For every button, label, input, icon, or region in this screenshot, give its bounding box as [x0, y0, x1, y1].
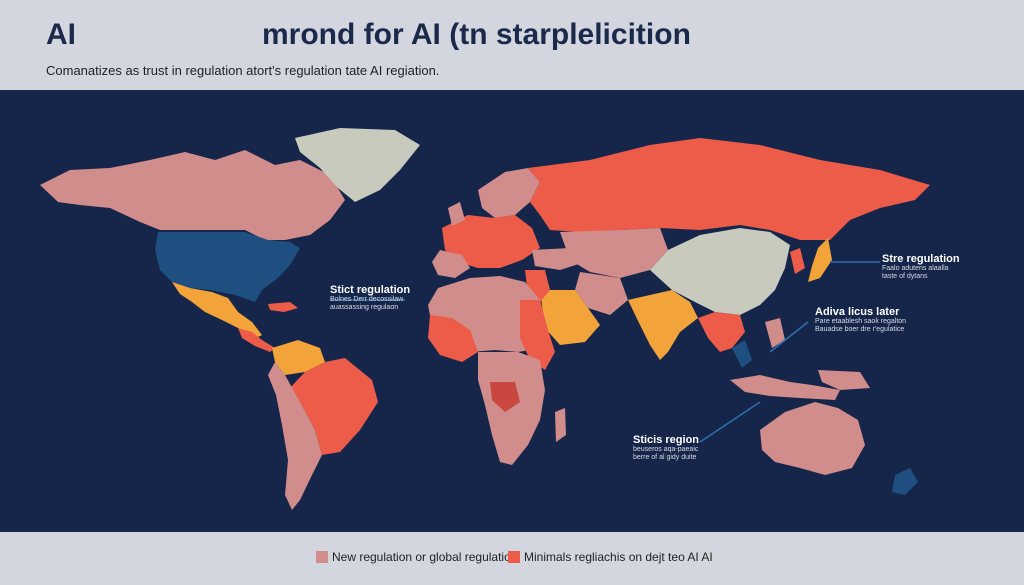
- region-uk: [448, 202, 465, 226]
- region-indochina: [732, 340, 752, 368]
- region-china: [650, 228, 790, 315]
- callout-line: berre of al gidy duite: [633, 454, 697, 461]
- legend-item-minimal-regulation: Minimals regliachis on dejt teo AI AI: [508, 550, 713, 564]
- page-title: mrond for AI (tn starplelicition: [262, 18, 691, 51]
- region-philippines: [765, 318, 785, 348]
- region-russia: [528, 138, 930, 240]
- region-greenland: [295, 128, 420, 202]
- callout-line: Bauadse boer dre r'egulatice: [815, 326, 905, 333]
- callout-heading: Stre regulation: [882, 253, 960, 265]
- region-western-europe: [442, 215, 540, 268]
- region-papua: [818, 370, 870, 390]
- legend-swatch: [508, 551, 520, 563]
- callout-heading: Sticis region: [633, 434, 700, 446]
- callout-heading: Adiva licus later: [815, 306, 900, 318]
- callout-se-asia: Adiva licus later Pare etaablesh saok re…: [815, 306, 906, 334]
- region-madagascar: [555, 408, 566, 442]
- region-west-africa: [428, 315, 478, 362]
- region-india: [628, 290, 698, 360]
- callout-line: Faalo adutens alaalla: [882, 265, 949, 272]
- legend-label: Minimals regliachis on dejt teo AI AI: [524, 550, 713, 564]
- region-japan: [808, 238, 832, 282]
- region-scandinavia: [478, 168, 540, 218]
- region-east-africa: [520, 300, 555, 370]
- page-subtitle: Comanatizes as trust in regulation atort…: [46, 63, 440, 78]
- region-brazil: [288, 358, 378, 455]
- region-canada: [40, 150, 345, 240]
- region-caribbean: [268, 302, 298, 312]
- world-map-svg: [40, 128, 930, 510]
- region-indonesia: [730, 375, 840, 400]
- legend-item-new-regulation: New regulation or global regulation: [316, 550, 517, 564]
- region-korea: [790, 248, 805, 274]
- callout-line: auassassing regulaon: [330, 304, 399, 311]
- callout-heading: Stict regulation: [330, 284, 411, 296]
- leader-line-indian-ocean: [699, 401, 761, 443]
- callout-americas: Stict regulation Bolnes Derr decossilaw …: [330, 284, 410, 312]
- region-usa: [155, 232, 300, 302]
- region-central-america: [238, 328, 275, 352]
- region-turkey: [532, 248, 585, 270]
- legend-label: New regulation or global regulation: [332, 550, 518, 564]
- region-south-america-north: [272, 340, 325, 375]
- legend-swatch: [316, 551, 328, 563]
- callout-line: taste of dytans: [882, 273, 928, 280]
- region-congo: [490, 382, 520, 412]
- region-mexico: [172, 282, 262, 340]
- region-central-africa: [478, 352, 545, 465]
- title-prefix: AI: [46, 18, 76, 51]
- callout-line: Bolnes Derr decossilaw: [330, 296, 404, 303]
- callout-line: Pare etaablesh saok regalton: [815, 318, 907, 325]
- region-arabia: [540, 290, 600, 345]
- callout-line: beuseros aqa-paeaic: [633, 446, 699, 453]
- region-iran: [575, 272, 628, 315]
- region-andes: [268, 362, 322, 510]
- region-new-zealand: [892, 468, 918, 495]
- header: AI mrond for AI (tn starplelicition Coma…: [0, 0, 1024, 90]
- world-map: Stict regulation Bolnes Derr decossilaw …: [0, 90, 1024, 532]
- region-central-asia: [560, 228, 668, 278]
- region-iberia: [432, 250, 470, 278]
- callout-indian-ocean: Sticis region beuseros aqa-paeaic berre …: [633, 434, 699, 462]
- leader-line-se-asia: [769, 321, 809, 353]
- map-legend: New regulation or global regulation Mini…: [0, 532, 1024, 585]
- region-australia: [760, 402, 865, 475]
- callout-east-asia: Stre regulation Faalo adutens alaalla ta…: [882, 253, 960, 281]
- region-se-asia: [698, 312, 745, 352]
